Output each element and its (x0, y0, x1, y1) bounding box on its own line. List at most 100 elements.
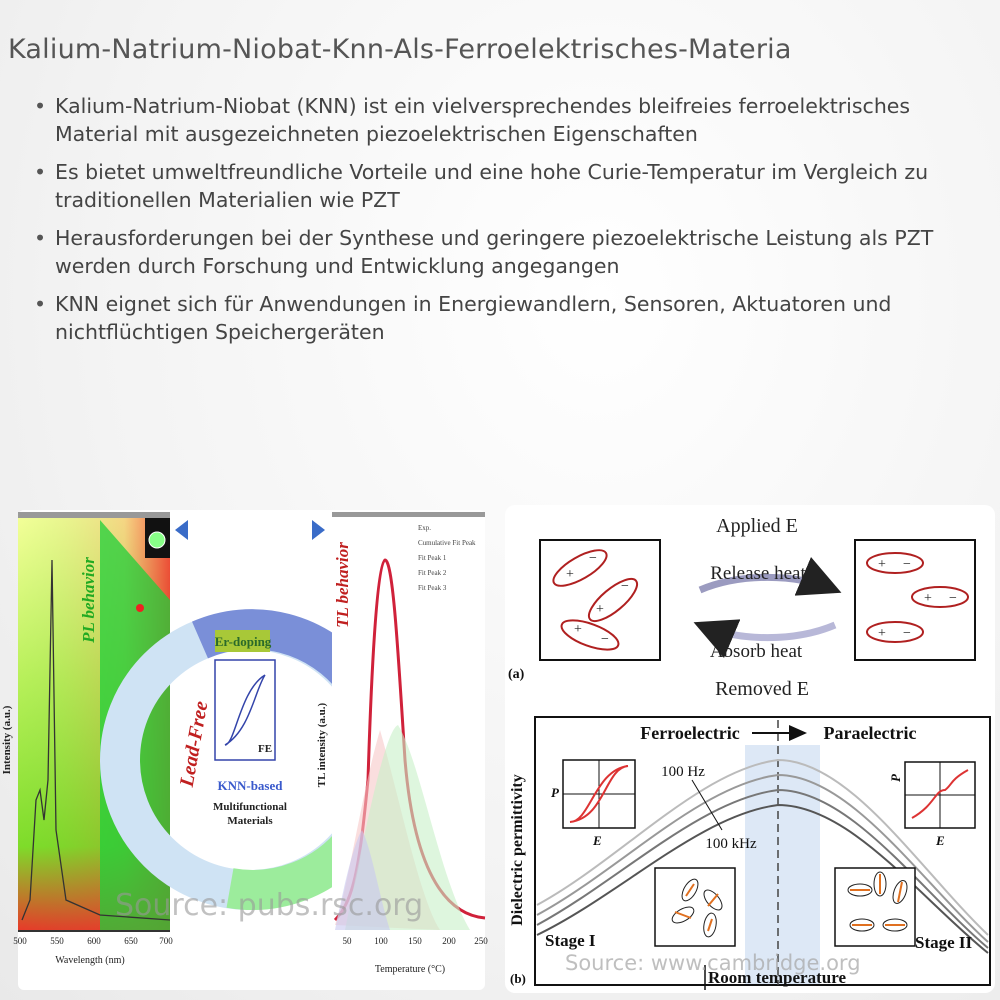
shape (21, 559, 171, 921)
tick-label: 550 (50, 936, 64, 946)
tick-label: 650 (124, 936, 138, 946)
ring-text: Multifunctional Materials (213, 801, 287, 827)
inset-label: E (935, 833, 945, 848)
axis-label: Intensity (a.u.) (1, 705, 13, 774)
ring-label: FE (258, 743, 272, 755)
shape (552, 549, 969, 651)
symbol: − (903, 557, 911, 572)
tick-label: 150 (408, 936, 422, 946)
shape (536, 773, 989, 943)
shape (707, 918, 713, 932)
symbol: − (903, 626, 911, 641)
shape (536, 758, 989, 936)
shape (745, 745, 820, 985)
legend-label: Cumulative Fit Peak (418, 539, 476, 547)
panel-label: (a) (508, 667, 525, 682)
bullet: Herausforderungen bei der Synthese und g… (32, 224, 982, 280)
shape (854, 539, 976, 661)
shape (911, 586, 969, 608)
tick-label: 250 (474, 936, 488, 946)
diagram-label: Paraelectric (824, 723, 917, 743)
shape: +− +− +− + − + − + − (566, 551, 957, 647)
inset-label: E (592, 833, 602, 848)
axis-label: Dielectric permittivity (509, 774, 526, 925)
diagram-label: Ferroelectric (640, 723, 740, 743)
shape: 500 550 600 650 700 (13, 936, 173, 946)
inset-label: P (888, 773, 903, 782)
ring-label: Er-doping (215, 634, 272, 649)
axis-label: TL intensity (a.u.) (316, 702, 328, 787)
shape (587, 577, 639, 623)
inset-label: P (551, 785, 560, 800)
stage-label: Stage I (545, 931, 596, 950)
title: Kalium-Natrium-Niobat-Knn-Als-Ferroelekt… (8, 34, 792, 65)
shape (866, 621, 924, 643)
shape (215, 630, 270, 652)
shape (897, 881, 903, 903)
shape (539, 539, 661, 661)
shape: 50 100 150 200 250 (343, 936, 489, 946)
shape (560, 619, 620, 651)
axis-label: Room temperature (708, 968, 846, 987)
symbol: + (878, 626, 886, 641)
symbol: + (596, 602, 604, 617)
diagram-label: 100 kHz (705, 836, 757, 852)
tick-label: 200 (442, 936, 456, 946)
shape (569, 765, 629, 823)
bullet: Kalium-Natrium-Niobat (KNN) ist ein viel… (32, 92, 982, 148)
right-figure: +− +− +− + − + − + − Applied E Release heat… (505, 505, 995, 993)
axis-label: Temperature (°C) (375, 964, 445, 975)
shape (335, 830, 390, 930)
axis-label: Wavelength (nm) (55, 955, 124, 966)
bullet: KNN eignet sich für Anwendungen in Energ… (32, 290, 982, 346)
shape (18, 930, 170, 932)
shape: Exp. Cumulative Fit Peak Fit Peak 1 Fit … (418, 524, 476, 592)
ring-label: Multifunctional Materials (213, 801, 287, 827)
shape (214, 659, 276, 761)
shape (224, 674, 266, 746)
legend-label: Fit Peak 2 (418, 569, 447, 577)
symbol: − (621, 579, 629, 594)
source-watermark: Source: www.cambridge.org (565, 951, 861, 975)
shape (674, 911, 692, 919)
shape (685, 883, 695, 897)
symbol: − (949, 591, 957, 606)
shape (18, 512, 170, 518)
diagram-label: 100 Hz (661, 764, 705, 780)
symbol: + (574, 622, 582, 637)
left-figure: PL behavior Intensity (a.u.) Wavelength … (1, 510, 488, 990)
shape (136, 604, 144, 612)
bullet-list: Kalium-Natrium-Niobat (KNN) ist ein viel… (32, 92, 982, 356)
source-watermark: Source: pubs.rsc.org (115, 888, 423, 923)
diagram-label: Removed E (715, 678, 809, 700)
tick-label: 600 (87, 936, 101, 946)
shape (691, 779, 723, 831)
shape (693, 619, 837, 658)
bullet: Es bietet umweltfreundliche Vorteile und… (32, 158, 982, 214)
tick-label: 500 (13, 936, 27, 946)
shape (534, 716, 991, 986)
symbol: + (924, 591, 932, 606)
shape (332, 512, 485, 517)
shape (552, 549, 608, 587)
legend-label: Exp. (418, 524, 431, 532)
tick-label: 50 (343, 936, 353, 946)
shape (698, 557, 842, 596)
panel-label: (b) (510, 971, 526, 986)
shape (911, 769, 969, 819)
diagram-label: Absorb heat (710, 641, 803, 662)
shape (312, 520, 325, 540)
legend-label: Fit Peak 3 (418, 584, 447, 592)
symbol: + (566, 567, 574, 582)
shape (674, 874, 905, 932)
legend-label: Fit Peak 1 (418, 554, 447, 562)
stage-label: Stage II (915, 933, 973, 952)
ring-label: KNN-based (217, 778, 283, 793)
panel-label: TL behavior (333, 542, 352, 628)
panel-label: PL behavior (79, 557, 98, 644)
shape (175, 520, 188, 540)
symbol: + (878, 557, 886, 572)
shape (707, 893, 719, 907)
tick-label: 100 (374, 936, 388, 946)
